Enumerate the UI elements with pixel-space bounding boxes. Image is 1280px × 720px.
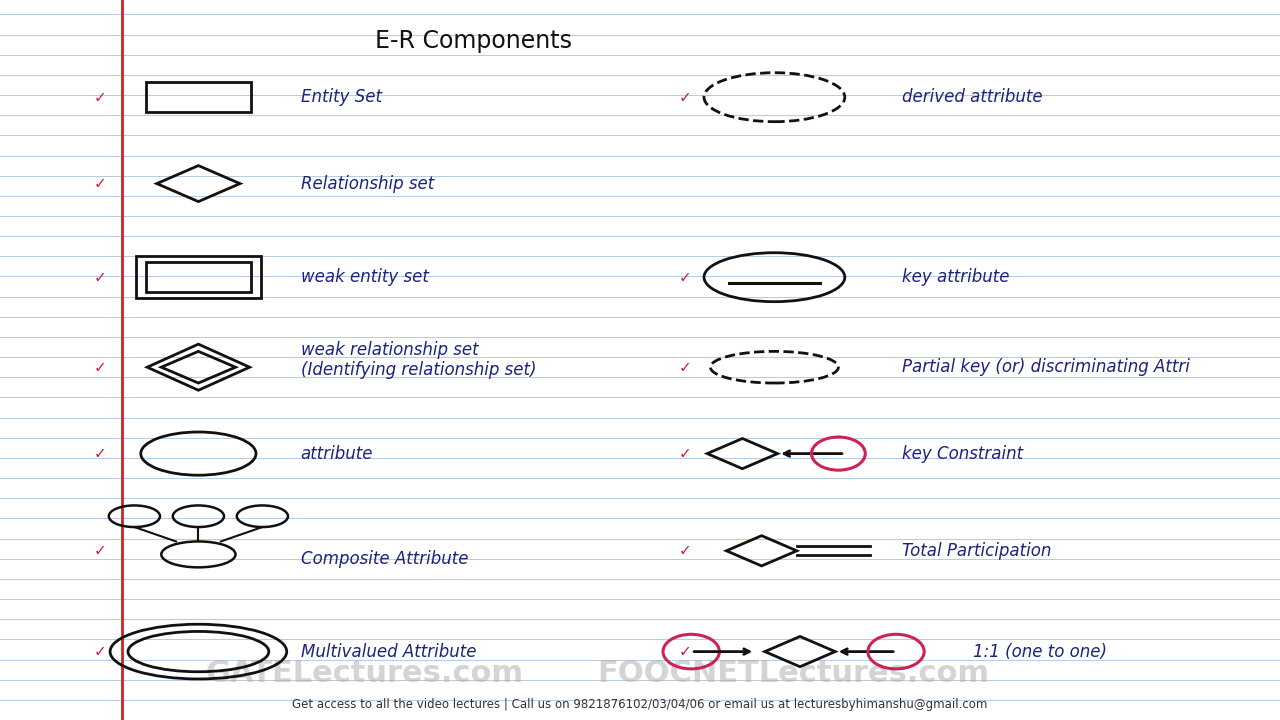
Text: ✓: ✓	[93, 270, 106, 284]
Text: 1:1 (one to one): 1:1 (one to one)	[973, 642, 1107, 661]
Bar	[146, 82, 251, 112]
Text: GATELectures.com: GATELectures.com	[206, 659, 524, 688]
Text: weak relationship set
(Identifying relationship set): weak relationship set (Identifying relat…	[301, 341, 536, 379]
Text: ✓: ✓	[678, 446, 691, 461]
Text: ✓: ✓	[93, 90, 106, 104]
Text: ✓: ✓	[678, 90, 691, 104]
Text: Composite Attribute: Composite Attribute	[301, 551, 468, 569]
Text: derived attribute: derived attribute	[902, 89, 1043, 107]
Text: Entity Set: Entity Set	[301, 89, 381, 107]
Text: Total Participation: Total Participation	[902, 542, 1052, 560]
Text: ✓: ✓	[678, 544, 691, 558]
Text: FOOCNETLectures.com: FOOCNETLectures.com	[598, 659, 989, 688]
Text: Partial key (or) discriminating Attri: Partial key (or) discriminating Attri	[902, 359, 1190, 376]
Text: ✓: ✓	[93, 360, 106, 374]
Text: weak entity set: weak entity set	[301, 269, 429, 287]
Text: E-R Components: E-R Components	[375, 29, 572, 53]
Bar	[146, 262, 251, 292]
Text: ✓: ✓	[678, 644, 691, 659]
Text: ✓: ✓	[93, 446, 106, 461]
Text: ✓: ✓	[93, 176, 106, 191]
Text: key attribute: key attribute	[902, 269, 1010, 287]
Text: ✓: ✓	[678, 360, 691, 374]
Text: ✓: ✓	[93, 644, 106, 659]
Text: Relationship set: Relationship set	[301, 175, 434, 193]
Bar	[136, 256, 261, 298]
Text: Get access to all the video lectures | Call us on 9821876102/03/04/06 or email u: Get access to all the video lectures | C…	[292, 698, 988, 711]
Text: key Constraint: key Constraint	[902, 444, 1024, 463]
Text: attribute: attribute	[301, 444, 374, 463]
Text: ✓: ✓	[93, 544, 106, 558]
Text: ✓: ✓	[678, 270, 691, 284]
Text: Multivalued Attribute: Multivalued Attribute	[301, 642, 476, 661]
